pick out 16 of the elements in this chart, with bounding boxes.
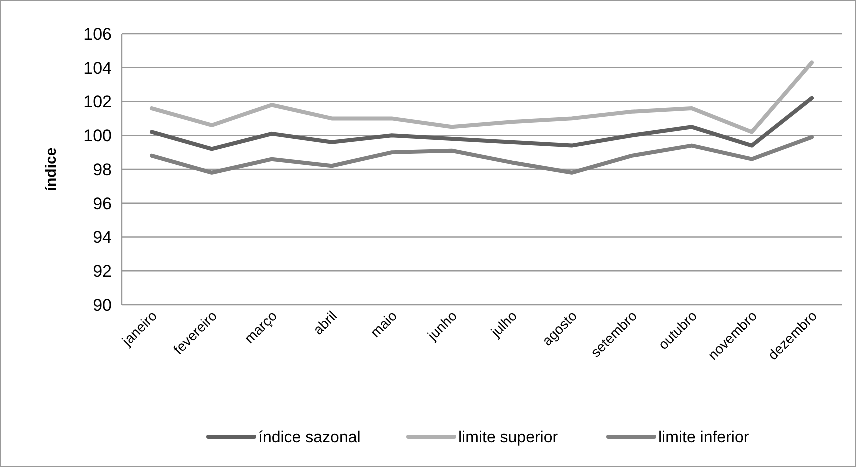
line-series — [150, 135, 814, 175]
y-axis-title: índice — [43, 148, 60, 192]
y-tick-label: 90 — [93, 296, 112, 315]
y-tick-label: 104 — [84, 58, 112, 78]
y-tick-label: 102 — [84, 92, 112, 112]
y-tick-label: 106 — [84, 24, 112, 44]
legend-label: limite inferior — [658, 430, 750, 447]
legend-label: limite superior — [458, 430, 559, 447]
y-tick-label: 100 — [84, 126, 112, 146]
y-tick-label: 92 — [93, 262, 112, 282]
y-tick-label: 98 — [93, 160, 112, 180]
y-tick-label: 94 — [93, 228, 112, 248]
legend-label: índice sazonal — [258, 430, 361, 447]
line-series — [150, 96, 814, 152]
line-series — [150, 60, 814, 134]
y-tick-label: 96 — [93, 194, 112, 214]
